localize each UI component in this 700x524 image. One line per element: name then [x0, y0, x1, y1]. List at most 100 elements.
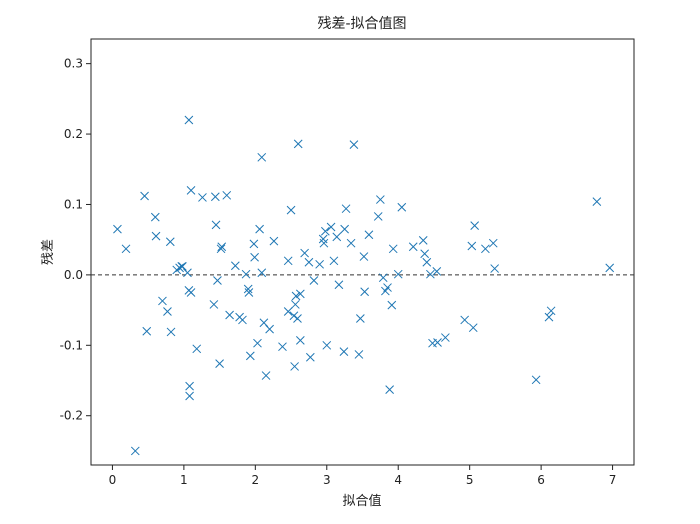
data-point	[241, 269, 251, 279]
data-point	[304, 257, 314, 267]
data-point	[387, 300, 397, 310]
data-point	[250, 252, 259, 262]
data-point	[293, 139, 303, 149]
data-point	[467, 241, 477, 251]
data-point	[393, 269, 403, 279]
data-point	[178, 262, 187, 271]
data-point	[378, 273, 388, 283]
data-point	[470, 221, 480, 230]
data-point	[360, 287, 369, 297]
data-point	[605, 263, 615, 273]
data-point	[230, 261, 240, 271]
data-point	[183, 268, 192, 278]
data-point	[364, 230, 374, 240]
data-point	[283, 307, 293, 316]
x-tick-label: 5	[466, 473, 474, 487]
x-tick-label: 6	[537, 473, 545, 487]
data-point	[222, 190, 232, 200]
y-axis: -0.2 -0.1 0.0 0.1 0.2 0.3	[60, 57, 91, 423]
data-point	[238, 315, 247, 325]
data-point	[265, 324, 274, 334]
data-point	[166, 327, 176, 337]
data-point	[546, 306, 556, 316]
data-point	[329, 256, 339, 266]
data-point	[269, 236, 279, 246]
data-point	[354, 350, 364, 359]
data-point	[245, 351, 255, 361]
data-point	[121, 244, 131, 254]
y-tick-label: 0.3	[64, 57, 83, 71]
data-point	[426, 269, 435, 279]
data-point	[216, 244, 226, 254]
data-point	[290, 362, 299, 371]
data-point	[420, 249, 430, 259]
data-point	[422, 257, 432, 267]
data-point	[383, 283, 392, 292]
data-point	[261, 371, 271, 380]
data-point	[468, 323, 478, 333]
x-tick-label: 4	[394, 473, 402, 487]
data-point	[293, 314, 302, 323]
data-point	[290, 300, 300, 309]
data-point	[289, 311, 299, 321]
data-point	[225, 310, 234, 320]
data-point	[433, 338, 442, 347]
y-tick-label: -0.1	[60, 338, 83, 352]
data-point	[255, 224, 264, 234]
data-point	[319, 238, 329, 248]
data-point	[531, 375, 541, 385]
data-point	[140, 191, 149, 201]
data-point	[286, 205, 296, 215]
data-point	[257, 152, 267, 162]
data-point	[488, 238, 498, 248]
y-axis-title: 残差	[41, 239, 56, 265]
plot-area	[90, 38, 635, 466]
data-point	[408, 242, 418, 252]
data-point	[295, 289, 305, 299]
y-tick-label: -0.2	[60, 409, 83, 423]
data-point	[244, 288, 254, 297]
data-point	[418, 236, 428, 245]
data-point	[490, 264, 500, 273]
y-tick-label: 0.0	[64, 268, 83, 282]
data-point	[291, 291, 301, 301]
data-point	[184, 115, 194, 125]
data-point	[150, 212, 160, 222]
data-point	[397, 202, 407, 212]
data-point	[346, 238, 356, 248]
data-point	[165, 237, 175, 247]
data-point	[198, 193, 207, 202]
data-point	[349, 140, 359, 149]
data-point	[185, 381, 194, 391]
data-point	[359, 252, 369, 261]
y-tick-label: 0.2	[64, 127, 83, 141]
data-point	[315, 259, 324, 269]
data-point	[151, 231, 161, 241]
data-point	[243, 284, 253, 294]
data-point	[249, 239, 259, 249]
data-point	[163, 307, 172, 316]
data-point	[385, 385, 395, 395]
data-point	[209, 300, 219, 309]
data-point	[334, 280, 344, 290]
x-tick-label: 2	[252, 473, 260, 487]
data-point	[305, 352, 315, 362]
data-point	[432, 267, 442, 276]
data-point	[113, 224, 122, 234]
data-point	[326, 222, 336, 232]
data-point	[322, 340, 332, 350]
data-point	[175, 263, 184, 273]
data-point	[300, 248, 309, 258]
x-tick-label: 7	[609, 473, 617, 487]
data-point	[278, 342, 287, 352]
data-point	[185, 391, 194, 401]
data-point	[332, 232, 342, 242]
data-point	[295, 336, 305, 345]
data-point	[217, 242, 227, 252]
x-axis: 0 1 2 3 4 5 6 7	[109, 465, 617, 487]
data-point	[320, 226, 330, 236]
data-point	[283, 256, 293, 266]
data-point	[340, 224, 349, 234]
x-axis-title: 拟合值	[342, 493, 381, 509]
